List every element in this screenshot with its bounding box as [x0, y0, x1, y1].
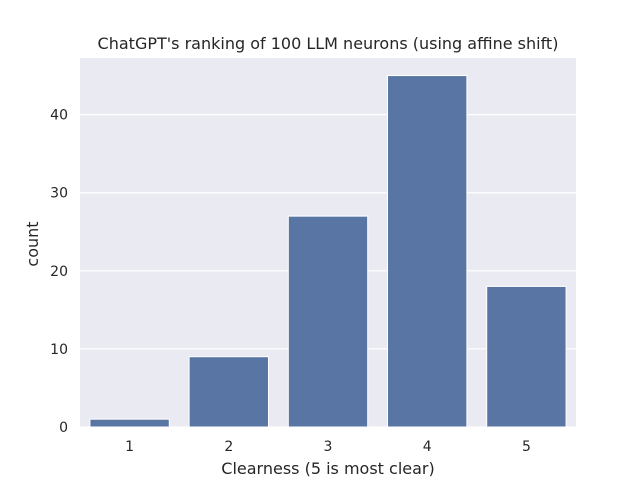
x-tick-label: 4 [423, 439, 432, 455]
y-tick-label: 20 [50, 264, 68, 280]
bars [89, 75, 567, 428]
bar-3 [287, 215, 369, 428]
y-tick-label: 30 [50, 186, 68, 202]
x-axis-label: Clearness (5 is most clear) [221, 459, 434, 478]
bar-4 [387, 75, 468, 428]
y-tick-label: 0 [59, 420, 68, 436]
x-tick-label: 2 [224, 439, 233, 455]
x-tick-label: 1 [125, 439, 134, 455]
x-tick-label: 5 [522, 439, 531, 455]
chart-title: ChatGPT's ranking of 100 LLM neurons (us… [98, 34, 559, 53]
bar-1 [89, 418, 170, 428]
x-tick-label: 3 [324, 439, 333, 455]
y-tick-label: 40 [50, 108, 68, 124]
x-tick-labels: 1 2 3 4 5 [125, 439, 531, 455]
y-tick-labels: 0 10 20 30 40 [50, 108, 68, 436]
bar-2 [188, 356, 269, 428]
y-tick-label: 10 [50, 342, 68, 358]
bar-5 [486, 285, 567, 428]
y-axis-label: count [23, 221, 42, 266]
